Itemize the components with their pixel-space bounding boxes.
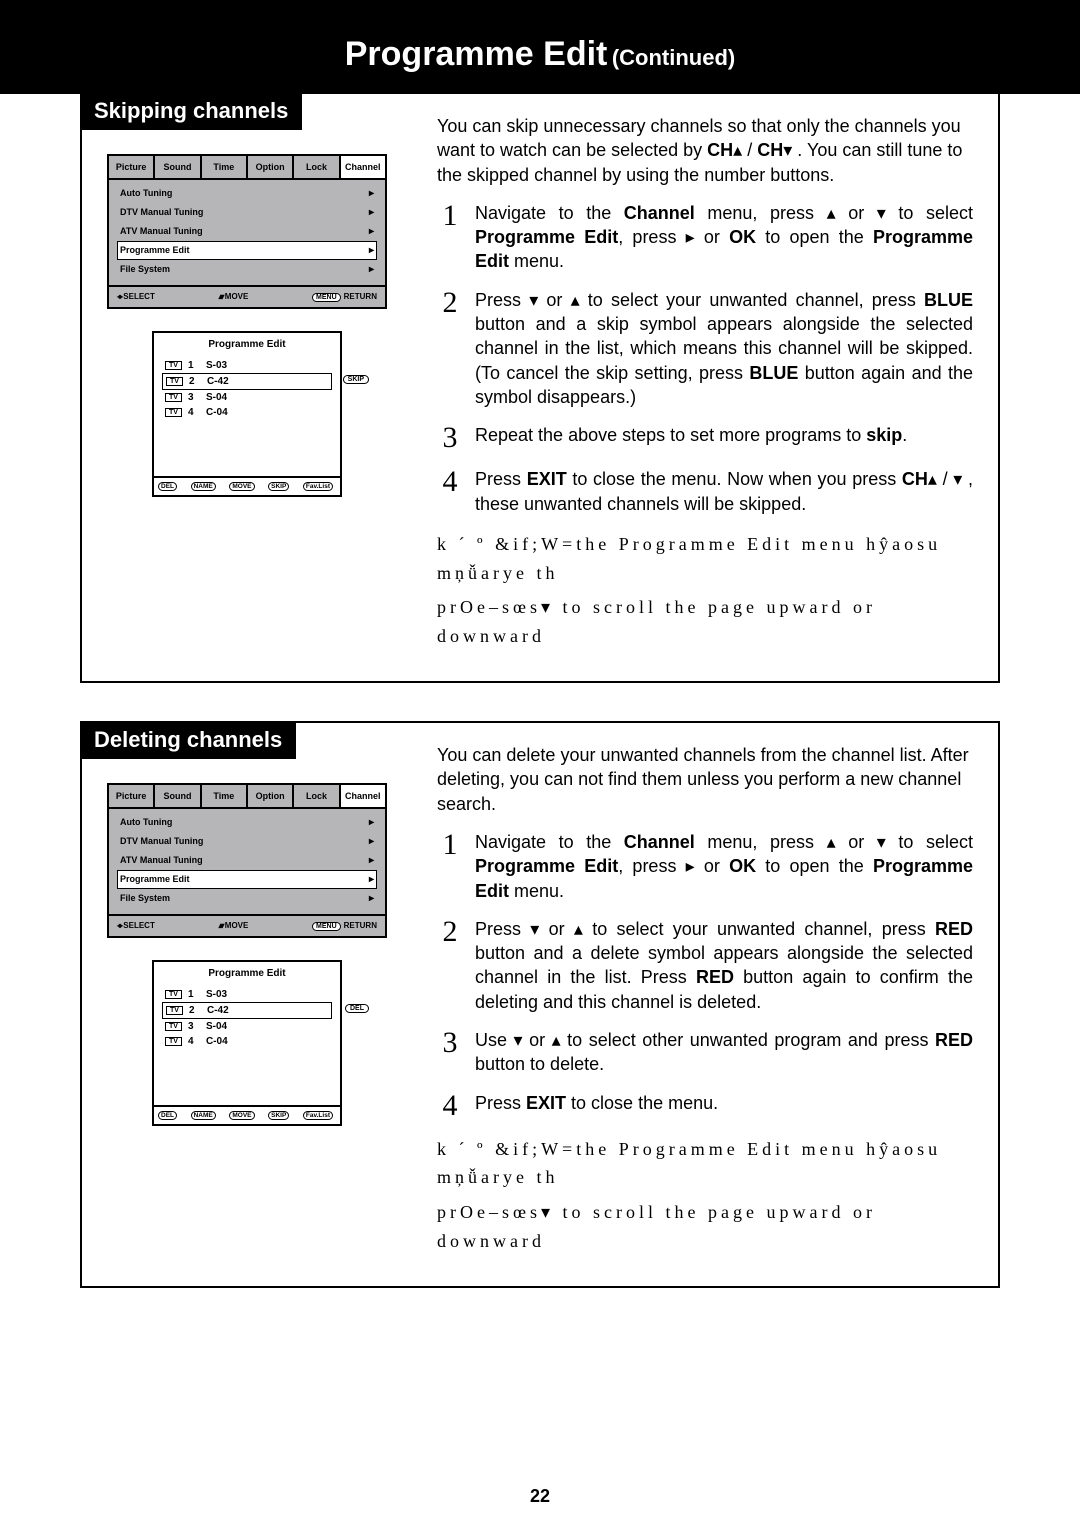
step: 1 Navigate to the Channel menu, press or…: [437, 830, 973, 903]
del-tag: DEL: [345, 1004, 369, 1013]
osd-tab: Picture: [109, 156, 155, 178]
down-icon: [783, 140, 792, 160]
note-line: k ´ º &if;W=the Programme Edit menu hŷao…: [437, 1135, 973, 1193]
title-sub: (Continued): [612, 45, 735, 70]
step: 4 Press EXIT to close the menu.: [437, 1091, 973, 1121]
nav-lr-icon: [117, 292, 121, 301]
chevron-right-icon: [369, 226, 374, 237]
step-text: Navigate to the Channel menu, press or t…: [475, 201, 973, 274]
step: 2 Press or to select your unwanted chann…: [437, 917, 973, 1014]
step-num: 3: [437, 423, 463, 453]
up-icon: [571, 290, 580, 310]
content: Skipping channels Picture Sound Time Opt…: [0, 92, 1080, 1288]
left-col-skip: Picture Sound Time Option Lock Channel A…: [107, 114, 407, 651]
tv-icon: TV: [165, 361, 182, 370]
channel-list: Programme Edit TV1S-03 TV2C-42SKIP TV3S-…: [152, 331, 342, 497]
note-line: prOe–sœs▾ to scroll the page upward or d…: [437, 593, 973, 651]
tv-icon: TV: [165, 393, 182, 402]
step: 1 Navigate to the Channel menu, press or…: [437, 201, 973, 274]
channel-row: TV4C-04: [162, 405, 332, 420]
osd-tab: Option: [248, 156, 294, 178]
step-text: Press or to select your unwanted channel…: [475, 288, 973, 409]
osd-menu: Picture Sound Time Option Lock Channel A…: [107, 154, 387, 309]
right-col-skip: You can skip unnecessary channels so tha…: [437, 114, 973, 651]
step-num: 1: [437, 201, 463, 274]
channel-list-footer: DEL NAME MOVE SKIP Fav.List: [154, 476, 340, 495]
step-num: 2: [437, 288, 463, 409]
skip-tag: SKIP: [343, 375, 369, 384]
delete-intro: You can delete your unwanted channels fr…: [437, 743, 973, 816]
osd-menu: Picture Sound Time Option Lock Channel A…: [107, 783, 387, 938]
note-line: prOe–sœs▾ to scroll the page upward or d…: [437, 1198, 973, 1256]
step: 2 Press or to select your unwanted chann…: [437, 288, 973, 409]
section-deleting: Deleting channels Picture Sound Time Opt…: [80, 721, 1000, 1288]
page: Programme Edit (Continued) Skipping chan…: [0, 0, 1080, 1527]
section-label-delete: Deleting channels: [80, 721, 296, 759]
osd-tab: Time: [202, 156, 248, 178]
section-skipping: Skipping channels Picture Sound Time Opt…: [80, 92, 1000, 683]
down-icon: [877, 203, 886, 223]
chevron-right-icon: [369, 817, 374, 828]
right-icon: [686, 856, 695, 876]
down-icon: [877, 832, 886, 852]
channel-list-title: Programme Edit: [154, 333, 340, 356]
up-icon: [552, 1030, 561, 1050]
up-icon: [733, 140, 742, 160]
channel-row-selected: TV2C-42SKIP: [162, 373, 332, 390]
osd-tab: Channel: [341, 156, 385, 178]
note-line: k ´ º &if;W=the Programme Edit menu hŷao…: [437, 530, 973, 588]
osd-tabs: Picture Sound Time Option Lock Channel: [109, 156, 385, 180]
chevron-right-icon: [369, 207, 374, 218]
step: 3 Repeat the above steps to set more pro…: [437, 423, 973, 453]
step-text: Repeat the above steps to set more progr…: [475, 423, 973, 453]
tv-icon: TV: [165, 408, 182, 417]
right-col-delete: You can delete your unwanted channels fr…: [437, 743, 973, 1256]
nav-lr-icon: [117, 921, 121, 930]
up-icon: [574, 919, 583, 939]
osd-row: Auto Tuning: [117, 184, 377, 203]
chevron-right-icon: [369, 264, 374, 275]
up-icon: [928, 469, 937, 489]
channel-row: TV3S-04: [162, 390, 332, 405]
title-bar: Programme Edit (Continued): [0, 0, 1080, 94]
section-label-skip: Skipping channels: [80, 92, 302, 130]
down-icon: [530, 919, 539, 939]
osd-row: ATV Manual Tuning: [117, 222, 377, 241]
step: 3 Use or to select other unwanted progra…: [437, 1028, 973, 1077]
down-icon: [529, 290, 538, 310]
channel-list: Programme Edit TV1S-03 TV2C-42DEL TV3S-0…: [152, 960, 342, 1126]
left-col-delete: Picture Sound Time Option Lock Channel A…: [107, 743, 407, 1256]
right-icon: [686, 227, 695, 247]
chevron-right-icon: [369, 874, 374, 885]
skip-intro: You can skip unnecessary channels so tha…: [437, 114, 973, 187]
title-main: Programme Edit: [345, 35, 608, 73]
chevron-right-icon: [369, 245, 374, 256]
osd-row: DTV Manual Tuning: [117, 203, 377, 222]
nav-ud-icon: [219, 921, 223, 930]
down-icon: [953, 469, 962, 489]
osd-tab: Sound: [155, 156, 201, 178]
page-number: 22: [0, 1486, 1080, 1507]
up-icon: [827, 832, 836, 852]
step: 4 Press EXIT to close the menu. Now when…: [437, 467, 973, 516]
channel-row: TV1S-03: [162, 358, 332, 373]
chevron-right-icon: [369, 188, 374, 199]
step-text: Press EXIT to close the menu. Now when y…: [475, 467, 973, 516]
step-num: 4: [437, 467, 463, 516]
tv-icon: TV: [166, 377, 183, 386]
up-icon: [827, 203, 836, 223]
osd-row-selected: Programme Edit: [117, 241, 377, 260]
osd-tab: Lock: [294, 156, 340, 178]
nav-ud-icon: [219, 292, 223, 301]
menu-pill: MENU: [312, 293, 341, 302]
osd-row: File System: [117, 260, 377, 279]
down-icon: [514, 1030, 523, 1050]
chevron-right-icon: [369, 855, 374, 866]
chevron-right-icon: [369, 836, 374, 847]
osd-footer: SELECT MOVE MENURETURN: [109, 285, 385, 307]
chevron-right-icon: [369, 893, 374, 904]
